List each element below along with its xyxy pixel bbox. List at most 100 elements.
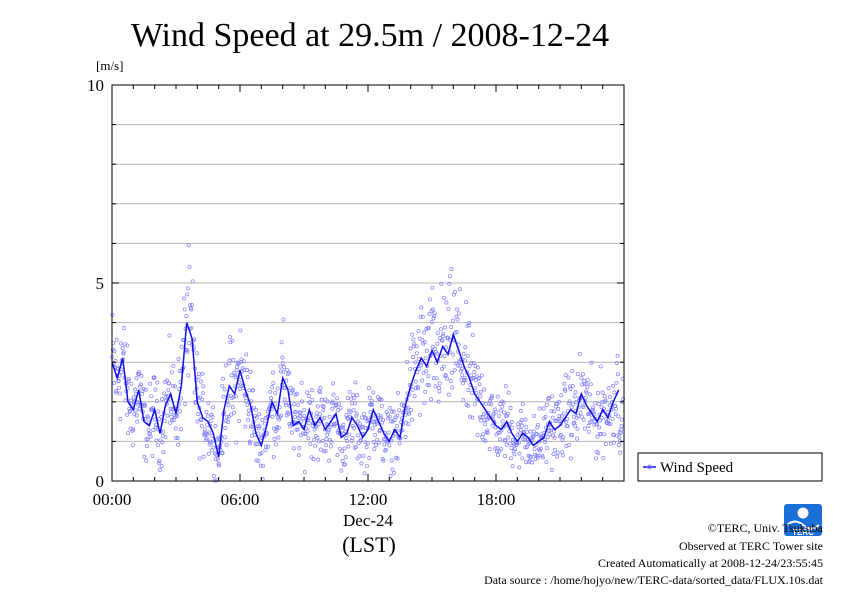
sample-point (434, 376, 439, 381)
sample-point (286, 411, 291, 416)
sample-point (160, 440, 165, 445)
sample-point (360, 425, 365, 430)
sample-point (371, 439, 376, 444)
sample-point (314, 414, 319, 419)
sample-point (525, 429, 530, 434)
sample-point (385, 412, 390, 417)
sample-point (185, 349, 190, 354)
sample-point (293, 414, 297, 419)
sample-point (483, 438, 488, 443)
sample-point (477, 375, 482, 380)
sample-point (179, 396, 184, 401)
sample-point (601, 456, 606, 461)
sample-point (603, 442, 608, 447)
sample-point (324, 437, 329, 442)
sample-point (435, 331, 440, 336)
sample-point (420, 378, 424, 383)
sample-point (516, 440, 521, 445)
sample-point (198, 395, 203, 400)
sample-point (153, 387, 158, 392)
sample-point (442, 295, 447, 300)
sample-point (222, 435, 227, 440)
sample-point (283, 403, 288, 408)
sample-point (593, 456, 598, 461)
sample-point (602, 432, 607, 437)
sample-point (366, 386, 371, 391)
sample-point (427, 312, 432, 317)
sample-point (461, 381, 465, 386)
sample-point (530, 460, 535, 465)
sample-point (325, 399, 330, 404)
sample-point (442, 354, 447, 358)
sample-point (245, 403, 250, 407)
sample-point (237, 386, 242, 391)
sample-point (606, 386, 611, 391)
sample-point (412, 341, 417, 346)
sample-point (489, 395, 494, 400)
sample-point (572, 420, 577, 425)
sample-point (448, 274, 452, 279)
sample-point (374, 421, 379, 426)
sample-point (353, 444, 358, 449)
sample-point (284, 378, 289, 383)
sample-point (337, 446, 342, 451)
sample-point (231, 358, 236, 363)
sample-point (187, 341, 192, 346)
sample-point (560, 450, 565, 455)
sample-point (296, 453, 301, 458)
sample-point (441, 364, 446, 369)
sample-point (163, 435, 168, 440)
sample-point (215, 457, 220, 462)
sample-point (119, 341, 123, 346)
sample-point (342, 462, 347, 467)
sample-point (496, 430, 501, 435)
sample-point (426, 326, 431, 330)
sample-point (330, 399, 335, 404)
sample-point (309, 455, 314, 460)
sample-point (573, 423, 578, 428)
sample-point (466, 388, 471, 392)
sample-point (606, 421, 611, 426)
sample-point (541, 406, 546, 411)
sample-point (350, 436, 355, 441)
sample-point (553, 447, 557, 452)
sample-point (137, 369, 142, 374)
sample-point (145, 437, 150, 442)
sample-point (166, 387, 171, 392)
sample-point (169, 409, 173, 414)
sample-point (506, 435, 511, 440)
sample-point (137, 407, 142, 411)
sample-point (278, 364, 283, 369)
sample-point (156, 443, 160, 448)
sample-point (317, 439, 321, 444)
sample-point (175, 436, 180, 440)
sample-point (320, 438, 325, 443)
sample-point (270, 370, 275, 375)
sample-point (518, 431, 522, 436)
sample-point (497, 437, 502, 442)
sample-point (475, 365, 480, 370)
sample-point (616, 372, 620, 377)
sample-point (424, 348, 429, 353)
sample-point (386, 430, 391, 435)
sample-point (412, 394, 417, 399)
legend-label: Wind Speed (660, 460, 734, 476)
sample-point (531, 429, 536, 434)
sample-point (317, 412, 322, 417)
sample-point (444, 376, 449, 381)
sample-point (296, 402, 301, 407)
sample-point (589, 419, 594, 424)
sample-point (226, 419, 231, 424)
sample-point (348, 409, 353, 414)
sample-point (189, 325, 194, 330)
sample-point (370, 402, 375, 407)
sample-point (423, 356, 428, 361)
sample-point (131, 427, 136, 432)
sample-point (586, 424, 591, 428)
sample-point (335, 396, 340, 401)
sample-point (405, 405, 410, 410)
sample-point (608, 421, 613, 426)
sample-point (174, 436, 179, 440)
sample-point (475, 432, 480, 437)
sample-point (171, 363, 176, 368)
